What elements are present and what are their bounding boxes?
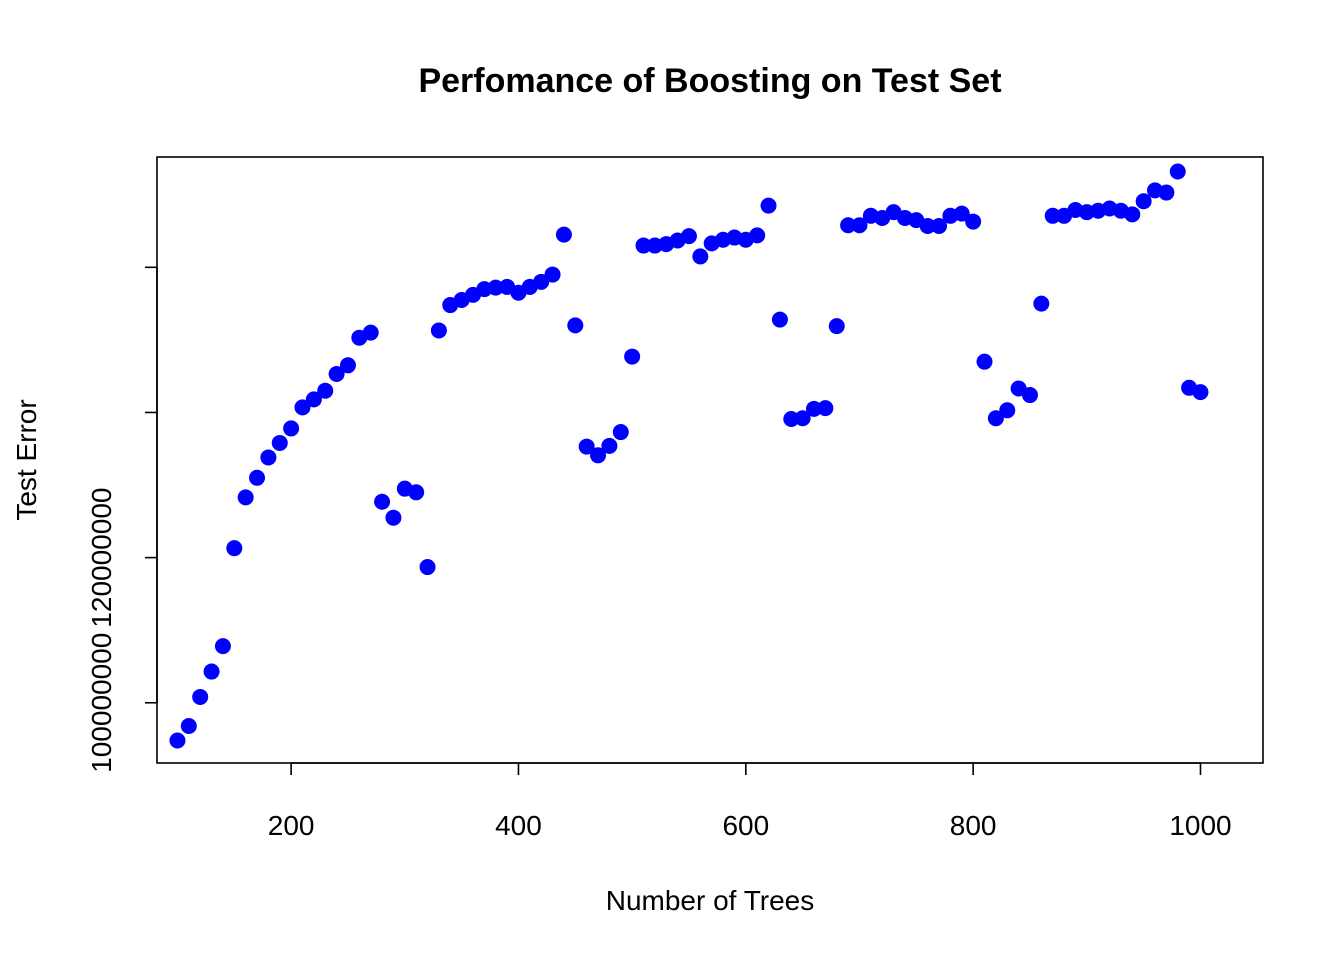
data-point (817, 400, 834, 417)
data-point (840, 217, 857, 234)
data-point (999, 402, 1016, 419)
data-point (578, 438, 595, 455)
data-point (749, 227, 766, 244)
data-point (919, 217, 936, 234)
data-point (612, 424, 629, 441)
data-point (408, 484, 425, 501)
data-point (385, 509, 402, 526)
data-point (567, 317, 584, 334)
data-point (692, 248, 709, 265)
data-point (487, 279, 504, 296)
data-point (771, 311, 788, 328)
data-point (1158, 184, 1175, 201)
x-tick-label: 600 (722, 810, 769, 841)
y-tick-label: 120000000 (86, 488, 117, 628)
data-point (555, 226, 572, 243)
x-axis-label: Number of Trees (606, 885, 815, 916)
data-point (271, 434, 288, 451)
data-point (180, 717, 197, 734)
data-point (931, 217, 948, 234)
y-axis-label: Test Error (11, 399, 42, 520)
data-point (339, 357, 356, 374)
data-point (806, 400, 823, 417)
data-point (965, 213, 982, 230)
data-point (169, 732, 186, 749)
data-point (1192, 384, 1209, 401)
data-point (305, 391, 322, 408)
data-point (828, 318, 845, 335)
data-point (328, 365, 345, 382)
data-point (430, 322, 447, 339)
data-point (203, 663, 220, 680)
data-point (976, 353, 993, 370)
data-point (680, 228, 697, 245)
y-tick-label: 100000000 (86, 633, 117, 773)
data-point (1044, 207, 1061, 224)
data-point (283, 420, 300, 437)
x-axis: 200 400 600 800 1000 (268, 762, 1232, 841)
x-tick-label: 200 (268, 810, 315, 841)
data-point (624, 348, 641, 365)
data-point (1124, 206, 1141, 223)
data-point (192, 688, 209, 705)
x-tick-label: 800 (950, 810, 997, 841)
y-axis: 100000000 120000000 (86, 266, 158, 773)
data-point (1135, 193, 1152, 210)
data-point (590, 447, 607, 464)
data-point (294, 399, 311, 416)
data-point (317, 382, 334, 399)
data-point (419, 559, 436, 576)
data-point (249, 469, 266, 486)
data-point (214, 638, 231, 655)
data-point (794, 410, 811, 427)
data-point (953, 205, 970, 222)
x-tick-label: 1000 (1169, 810, 1231, 841)
data-point (237, 489, 254, 506)
chart-title: Perfomance of Boosting on Test Set (418, 62, 1001, 100)
data-point (1169, 163, 1186, 180)
data-points (169, 163, 1209, 749)
data-point (226, 540, 243, 557)
data-point (374, 493, 391, 510)
data-point (533, 273, 550, 290)
data-point (987, 410, 1004, 427)
data-point (635, 237, 652, 254)
data-point (362, 324, 379, 341)
data-point (851, 217, 868, 234)
data-point (544, 266, 561, 283)
x-tick-label: 400 (495, 810, 542, 841)
data-point (760, 197, 777, 214)
data-point (783, 410, 800, 427)
data-point (1021, 387, 1038, 404)
data-point (1033, 295, 1050, 312)
data-point (260, 449, 277, 466)
data-point (601, 437, 618, 454)
